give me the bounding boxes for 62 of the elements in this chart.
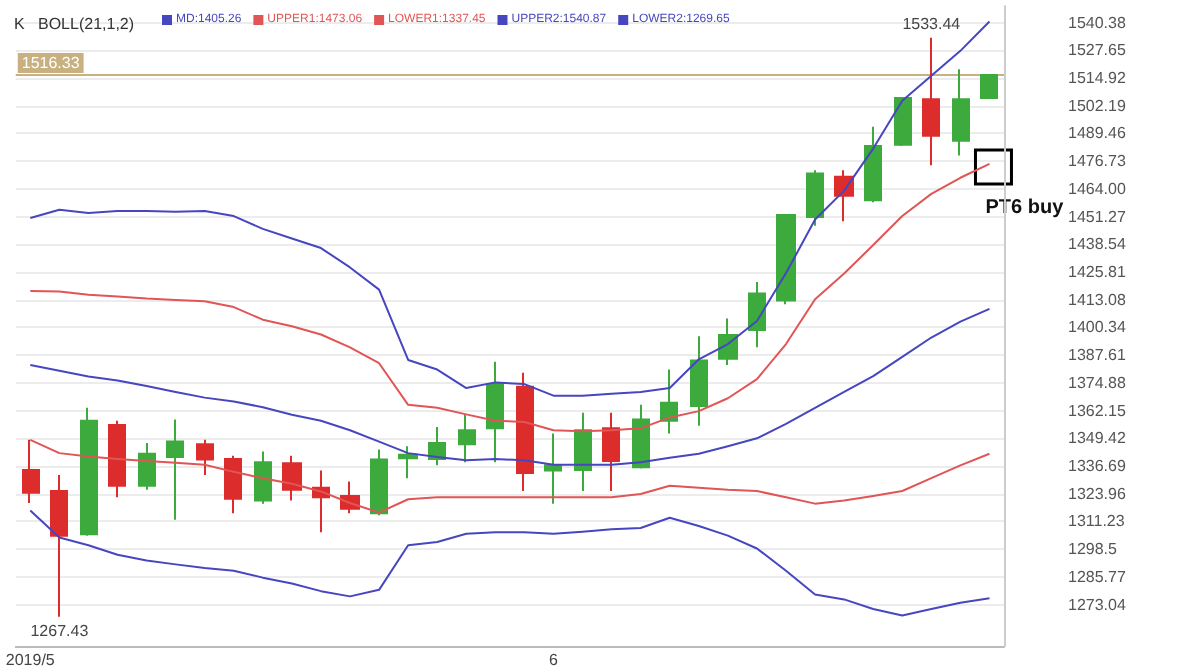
candlestick <box>864 125 882 204</box>
text: BOLL(21,1,2) <box>38 15 135 33</box>
annotation: 1267.43 <box>30 621 90 640</box>
y-tick-label: 1273.04 <box>1068 595 1127 614</box>
candlestick <box>806 169 824 227</box>
x-tick-label: 6 <box>549 651 560 669</box>
y-tick-label: 1540.38 <box>1068 13 1127 32</box>
y-tick-label: 1425.81 <box>1068 262 1127 281</box>
y-tick-label: 1349.42 <box>1068 429 1127 448</box>
candlestick <box>980 73 998 100</box>
y-tick-label: 1336.69 <box>1068 456 1127 475</box>
candlestick <box>544 432 562 505</box>
candlestick <box>660 368 678 435</box>
candlestick <box>486 360 504 464</box>
candlestick <box>776 213 796 306</box>
candlestick <box>398 445 418 480</box>
y-tick-label: 1387.61 <box>1068 346 1127 365</box>
y-tick-label: 1489.46 <box>1068 124 1127 143</box>
line-series <box>29 307 991 466</box>
y-tick-label: 1311.23 <box>1068 512 1126 531</box>
text: K <box>14 15 26 33</box>
y-tick-label: 1298.5 <box>1068 540 1119 559</box>
candlestick <box>370 448 388 517</box>
candlestick <box>254 450 272 505</box>
candlestick <box>224 454 242 515</box>
x-tick-label: 2019/5 <box>5 651 56 669</box>
candlestick <box>166 418 184 521</box>
candlestick <box>952 68 970 157</box>
y-tick-label: 1400.34 <box>1068 318 1127 337</box>
candlestick <box>196 438 214 476</box>
line-series <box>29 438 991 514</box>
candlestick <box>50 473 68 618</box>
y-tick-label: 1362.15 <box>1068 401 1127 420</box>
candlestick <box>748 281 766 349</box>
y-tick-label: 1502.19 <box>1068 96 1127 115</box>
candlestick <box>458 413 476 464</box>
y-tick-label: 1464.00 <box>1068 179 1127 198</box>
candlestick <box>690 335 708 427</box>
candlestick <box>108 419 126 499</box>
y-tick-label: 1514.92 <box>1068 69 1127 88</box>
y-tick-label: 1374.88 <box>1068 373 1127 392</box>
candlestick <box>574 411 592 493</box>
candlestick <box>894 97 912 147</box>
candlestick <box>922 36 940 167</box>
ref-line-label: 1516.33 <box>21 53 81 72</box>
y-tick-label: 1438.54 <box>1068 235 1127 254</box>
candlestick <box>516 371 534 493</box>
y-tick-label: 1323.96 <box>1068 484 1127 503</box>
candlestick <box>80 406 98 537</box>
y-tick-label: 1413.08 <box>1068 290 1127 309</box>
candlestick <box>632 403 650 470</box>
y-tick-label: 1476.73 <box>1068 152 1127 171</box>
candlestick <box>602 411 620 493</box>
y-tick-label: 1527.65 <box>1068 41 1127 60</box>
candlestick <box>138 442 156 491</box>
candlestick <box>282 454 302 502</box>
line-series <box>29 509 991 617</box>
y-tick-label: 1451.27 <box>1068 207 1127 226</box>
candlestick <box>22 438 40 504</box>
annotation: 1533.44 <box>902 14 962 33</box>
y-tick-label: 1285.77 <box>1068 567 1127 586</box>
candlestick <box>718 317 738 366</box>
